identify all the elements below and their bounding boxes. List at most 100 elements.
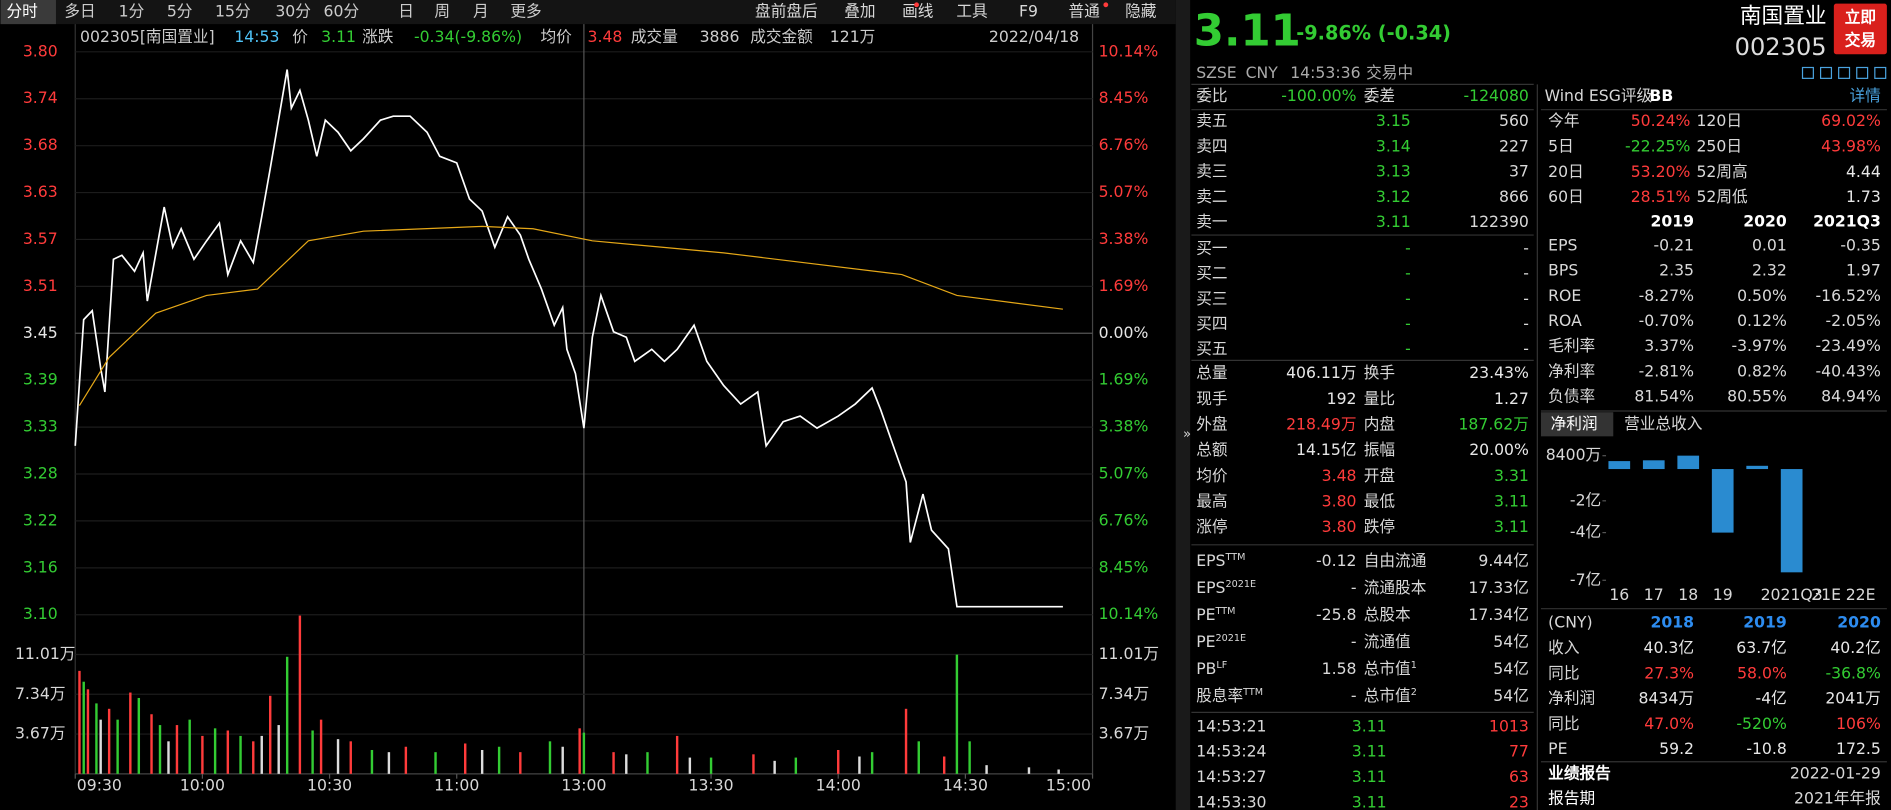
tab[interactable]: 分时	[7, 2, 39, 21]
annual-year: 2018	[1650, 613, 1694, 632]
tool-button[interactable]: 隐藏	[1125, 2, 1157, 21]
return-label: 120日	[1696, 111, 1742, 130]
market-meta: 14:53:36	[1290, 63, 1360, 82]
tab[interactable]: 多日	[64, 2, 95, 21]
mini-category: 18	[1678, 585, 1698, 604]
fund-value: -	[1351, 578, 1357, 597]
esg-rating: BB	[1649, 86, 1673, 105]
stat-value: 3.31	[1494, 466, 1529, 485]
return-label: 60日	[1548, 187, 1584, 206]
book-price: 3.11	[1376, 212, 1411, 231]
annual-value: 8434万	[1639, 689, 1695, 708]
panel-icon[interactable]	[1801, 66, 1814, 79]
x-tick-label: 13:00	[561, 775, 606, 794]
volume-bar	[870, 752, 874, 774]
splitter[interactable]	[1175, 0, 1191, 810]
stat-label: 外盘	[1196, 415, 1227, 434]
market-meta: 交易中	[1366, 63, 1413, 82]
fin-value: 81.54%	[1634, 387, 1694, 406]
book-volume: 227	[1499, 136, 1529, 155]
tab[interactable]: 30分	[275, 2, 311, 21]
panel-icon[interactable]	[1856, 66, 1869, 79]
superscript: 2	[1411, 687, 1417, 698]
panel-icon[interactable]	[1874, 66, 1887, 79]
label: -124080	[1463, 86, 1528, 105]
tab[interactable]: 净利润	[1551, 414, 1598, 433]
price-change: -9.86% (-0.34)	[1296, 21, 1451, 44]
book-volume: -	[1523, 264, 1529, 283]
splitter-arrow[interactable]: »	[1183, 427, 1191, 442]
fund-value: 54亿	[1493, 659, 1529, 678]
fin-year: 2019	[1650, 211, 1694, 230]
volume-bar	[752, 754, 755, 774]
annual-label: 收入	[1548, 638, 1580, 657]
panel-icon[interactable]	[1819, 66, 1833, 79]
tool-button[interactable]: F9	[1019, 2, 1038, 21]
tool-button[interactable]: 工具	[956, 2, 988, 21]
annual-value: 47.0%	[1644, 714, 1694, 733]
book-level: 卖一	[1196, 212, 1228, 231]
trade-button-text[interactable]: 立即	[1845, 8, 1876, 27]
return-value: 43.98%	[1821, 137, 1881, 156]
tool-button[interactable]: 叠加	[844, 2, 875, 21]
superscript: 1	[1411, 660, 1417, 671]
trade-volume: 23	[1509, 792, 1529, 810]
tool-button[interactable]: 普通	[1068, 2, 1100, 21]
stat-label: 开盘	[1364, 466, 1395, 485]
badge	[1103, 2, 1109, 8]
y2-tick-label: 1.69%	[1099, 370, 1149, 389]
annual-value: 106%	[1836, 714, 1881, 733]
book-volume: -	[1523, 339, 1529, 358]
y2-tick-label: 10.14%	[1099, 604, 1159, 623]
tool-button[interactable]: 盘前盘后	[755, 2, 818, 21]
esg-detail[interactable]: 详情	[1850, 86, 1881, 105]
volume-bar	[277, 725, 280, 774]
tab[interactable]: 5分	[167, 2, 193, 21]
book-volume: 122390	[1469, 212, 1529, 231]
book-level: 卖五	[1196, 111, 1227, 130]
tab[interactable]: 60分	[324, 2, 360, 21]
book-price: -	[1405, 289, 1411, 308]
trade-button[interactable]	[1833, 3, 1887, 55]
return-label: 20日	[1548, 162, 1584, 181]
stat-value: 192	[1327, 389, 1357, 408]
volume-bar	[252, 741, 255, 774]
volume-bar	[311, 730, 314, 774]
tool-button[interactable]: 画线	[902, 2, 934, 21]
fin-value: -0.70%	[1639, 311, 1695, 330]
annual-year: 2019	[1743, 613, 1787, 632]
volume-bar	[116, 719, 119, 774]
info-amt-label: 成交金额	[750, 27, 813, 46]
tab[interactable]: 周	[434, 2, 450, 21]
info-vol: 3886	[700, 27, 740, 46]
badge	[914, 2, 919, 8]
y-tick-label: 3.57	[23, 229, 58, 248]
tab[interactable]: 日	[398, 2, 414, 21]
tab[interactable]: 更多	[510, 2, 541, 21]
panel-icon[interactable]	[1838, 66, 1851, 79]
trade-time: 14:53:30	[1196, 792, 1266, 810]
stat-label: 换手	[1364, 363, 1395, 382]
book-level: 买五	[1196, 339, 1227, 358]
tab[interactable]: 1分	[119, 2, 145, 21]
tab[interactable]: 15分	[215, 2, 251, 21]
stat-label: 振幅	[1364, 440, 1395, 459]
return-value: 1.73	[1846, 187, 1881, 206]
fin-value: -2.81%	[1639, 361, 1695, 380]
fund-value: 54亿	[1493, 686, 1529, 705]
volume-bar	[404, 746, 408, 774]
fin-value: -3.97%	[1731, 336, 1787, 355]
fund-label: 总股本	[1364, 605, 1411, 624]
stat-value: 406.11万	[1286, 363, 1356, 382]
y-tick-label: 3.33	[23, 417, 58, 436]
tab[interactable]: 月	[473, 2, 489, 21]
stat-value: 3.80	[1322, 517, 1357, 536]
market-meta: CNY	[1246, 63, 1279, 82]
trade-button-text[interactable]: 交易	[1845, 30, 1876, 49]
average-line	[78, 225, 1063, 406]
active-tab[interactable]	[1540, 412, 1614, 437]
volume-bar	[349, 741, 352, 774]
stat-label: 内盘	[1364, 415, 1395, 434]
fund-value: -	[1351, 686, 1357, 705]
tab[interactable]: 营业总收入	[1624, 414, 1703, 433]
